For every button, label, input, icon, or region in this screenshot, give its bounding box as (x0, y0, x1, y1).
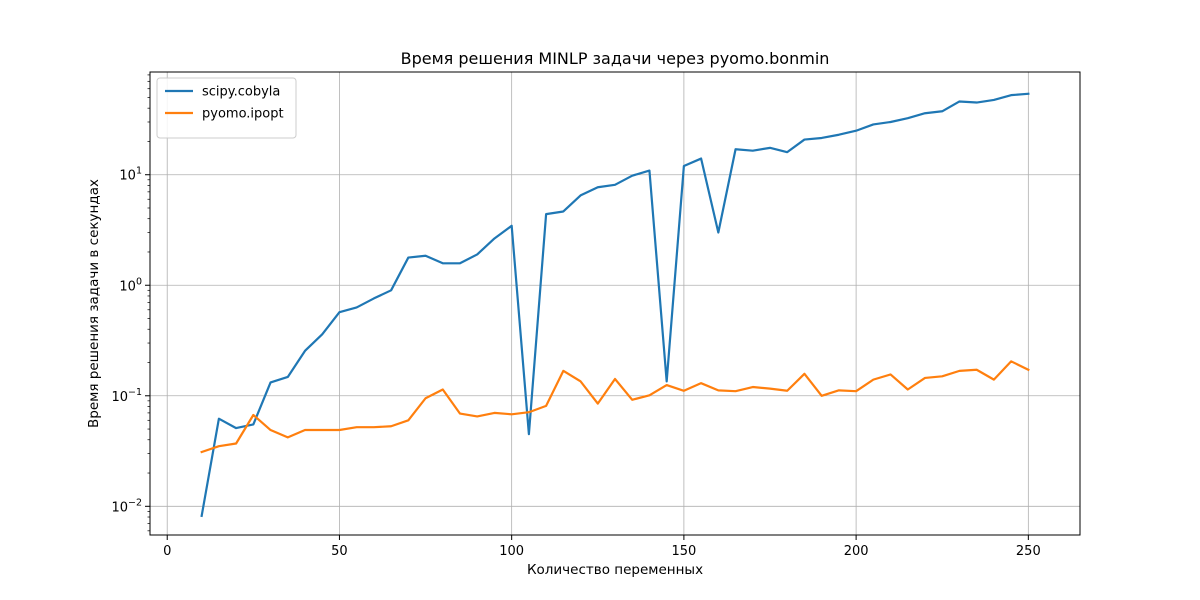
y-axis-title: Время решения задачи в секундах (86, 179, 102, 428)
y-tick-exponent: −1 (128, 387, 142, 398)
y-tick-exponent: 0 (136, 276, 142, 287)
y-tick-label: 101 (119, 166, 142, 184)
y-tick-base: 10 (119, 279, 136, 294)
y-tick-label: 100 (119, 276, 142, 294)
x-tick-label: 200 (844, 544, 869, 559)
y-tick-label: 10−2 (111, 497, 142, 515)
x-tick-label: 50 (331, 544, 348, 559)
chart-title: Время решения MINLP задачи через pyomo.b… (401, 49, 830, 68)
grid (150, 72, 1080, 535)
y-tick-base: 10 (111, 390, 128, 405)
y-tick-exponent: −2 (128, 497, 142, 508)
y-tick-base: 10 (111, 500, 128, 515)
legend-box (156, 77, 297, 139)
legend-label: pyomo.ipopt (202, 107, 284, 122)
x-tick-label: 250 (1016, 544, 1041, 559)
x-axis-title: Количество переменных (527, 562, 703, 578)
x-tick-label: 100 (499, 544, 524, 559)
y-tick-base: 10 (119, 169, 136, 184)
x-tick-label: 0 (163, 544, 171, 559)
plot-area-frame (149, 71, 1081, 536)
x-tick-label: 150 (671, 544, 696, 559)
series-line-pyomo-ipopt (200, 360, 1030, 454)
y-tick-exponent: 1 (136, 166, 142, 177)
series-lines (200, 92, 1030, 518)
y-tick-label: 10−1 (111, 387, 142, 405)
series-line-scipy-cobyla (200, 92, 1030, 518)
legend: scipy.cobyla pyomo.ipopt (156, 77, 297, 139)
legend-label: scipy.cobyla (202, 85, 280, 100)
